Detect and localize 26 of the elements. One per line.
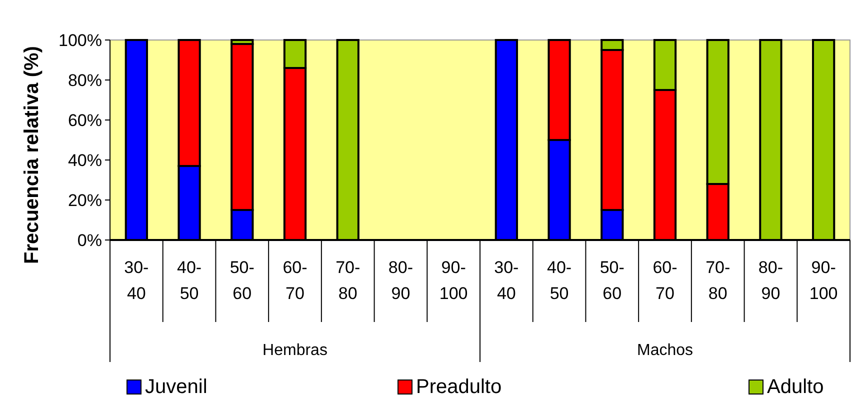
legend-label: Adulto	[767, 376, 824, 398]
x-tick-label: 80-90	[388, 258, 414, 303]
x-tick-label: 60-70	[652, 258, 678, 303]
x-tick-label: 80-90	[758, 258, 784, 303]
text: Hembras	[262, 342, 328, 359]
x-tick-label: 30-40	[494, 258, 519, 303]
x-tick-label: 70-80	[336, 258, 360, 303]
text: Machos	[636, 342, 694, 359]
x-tick-label: 90-100	[809, 258, 838, 303]
y-tick-label: 60%	[68, 110, 102, 130]
x-tick-label: 30-40	[124, 258, 149, 303]
y-tick-label: 40%	[68, 150, 102, 170]
x-tick-label: 60-70	[282, 258, 308, 303]
x-tick-label: 50-60	[600, 258, 624, 303]
y-tick-label: 20%	[68, 190, 102, 210]
y-tick-label: 100%	[58, 30, 102, 50]
y-tick-label: 80%	[68, 70, 102, 90]
x-tick-label: 70-80	[706, 258, 730, 303]
legend-label: Preadulto	[416, 376, 502, 398]
x-tick-label: 50-60	[230, 258, 254, 303]
legend-label: Juvenil	[145, 376, 208, 398]
x-tick-label: 90-100	[439, 258, 468, 303]
y-tick-label: 0%	[77, 230, 102, 250]
x-tick-label: 40-50	[546, 258, 572, 303]
y-axis-title: Frecuencia relativa (%)	[21, 46, 43, 264]
x-tick-label: 40-50	[176, 258, 202, 303]
